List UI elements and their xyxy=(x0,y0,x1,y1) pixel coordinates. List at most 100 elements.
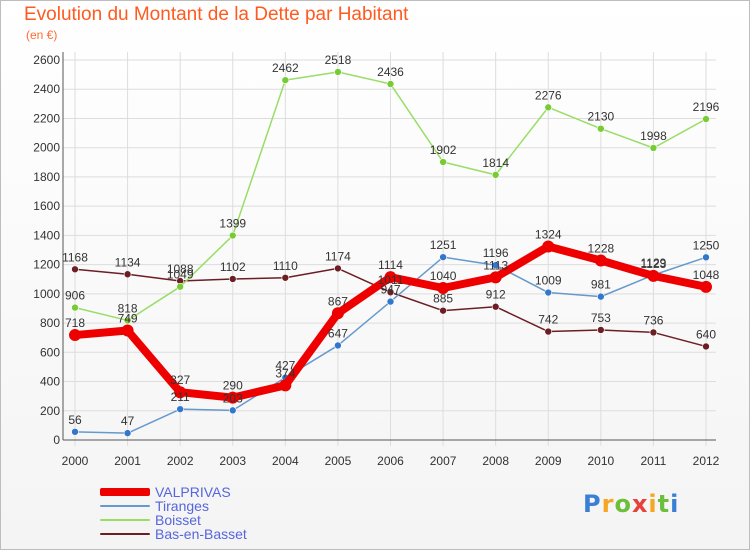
data-point xyxy=(386,80,395,88)
legend-label: VALPRIVAS xyxy=(155,484,231,500)
data-label: 749 xyxy=(118,312,138,326)
grid xyxy=(63,52,716,446)
data-point xyxy=(542,240,555,253)
y-tick-label: 200 xyxy=(40,404,60,418)
data-label: 647 xyxy=(328,326,348,340)
data-point xyxy=(281,273,290,282)
data-label: 211 xyxy=(171,390,190,404)
legend-swatch xyxy=(100,519,150,521)
data-point xyxy=(174,386,187,399)
logo-letter: x xyxy=(631,490,649,518)
data-labels: 1168 1134 1088 1102 1110 1174 1011 885 912 742 753… xyxy=(62,53,720,428)
data-point xyxy=(439,253,447,261)
logo-letter: i xyxy=(670,490,680,518)
data-point xyxy=(649,328,658,337)
y-tick-label: 2000 xyxy=(33,141,60,155)
data-label: 912 xyxy=(486,288,506,302)
data-label: 1998 xyxy=(640,129,667,143)
legend-label: Tiranges xyxy=(155,498,209,514)
data-point xyxy=(71,265,79,274)
data-label: 47 xyxy=(121,414,135,428)
data-point xyxy=(702,115,710,123)
data-label: 56 xyxy=(68,413,82,427)
data-point xyxy=(334,264,342,273)
data-point xyxy=(228,275,237,283)
data-label: 1113 xyxy=(483,258,508,272)
data-label: 947 xyxy=(380,283,400,297)
data-point xyxy=(386,297,395,306)
data-point xyxy=(176,405,184,413)
data-point xyxy=(491,171,500,179)
chart-title: Evolution du Montant de la Dette par Hab… xyxy=(24,4,409,25)
legend-swatch xyxy=(100,505,150,507)
data-point xyxy=(334,341,342,350)
data-label: 2276 xyxy=(535,88,562,102)
data-label: 1123 xyxy=(641,257,667,271)
data-point xyxy=(649,144,658,152)
data-point xyxy=(69,329,81,342)
data-point xyxy=(439,306,447,315)
y-tick-label: 1600 xyxy=(33,199,60,213)
data-point xyxy=(597,292,605,301)
y-tick-label: 1000 xyxy=(33,287,60,301)
x-tick-label: 2002 xyxy=(167,454,194,468)
logo-letter: r xyxy=(601,490,615,518)
data-point xyxy=(544,327,553,336)
x-tick-label: 2011 xyxy=(641,454,667,468)
data-label: 2130 xyxy=(587,110,614,124)
x-tick-label: 2010 xyxy=(587,454,614,468)
data-label: 736 xyxy=(643,313,663,327)
data-point xyxy=(544,103,553,112)
data-label: 1011 xyxy=(378,273,404,287)
data-label: 203 xyxy=(223,391,243,405)
y-tick-label: 0 xyxy=(53,433,60,447)
data-label: 718 xyxy=(65,316,85,330)
data-label: 1088 xyxy=(167,262,194,276)
data-point xyxy=(544,288,553,297)
data-point xyxy=(700,280,712,293)
data-point xyxy=(491,261,500,270)
legend-item: VALPRIVAS xyxy=(100,484,360,500)
data-label: 1251 xyxy=(430,238,457,252)
data-label: 906 xyxy=(65,289,85,303)
logo-letter: i xyxy=(648,490,658,518)
data-label: 1049 xyxy=(167,268,194,282)
legend-swatch xyxy=(100,488,150,496)
logo-letter: P xyxy=(583,490,602,518)
logo-letter: o xyxy=(614,490,632,518)
y-tick-label: 2600 xyxy=(33,53,60,67)
chart-subtitle: (en €) xyxy=(26,28,58,42)
data-point xyxy=(281,76,290,84)
data-point xyxy=(121,324,134,337)
data-label: 290 xyxy=(223,379,243,393)
data-point xyxy=(386,288,395,297)
y-tick-label: 1800 xyxy=(33,170,60,184)
x-tick-label: 2001 xyxy=(114,454,141,468)
y-tick-label: 800 xyxy=(40,316,60,330)
data-label: 1134 xyxy=(115,255,141,269)
series-layer xyxy=(69,68,712,437)
data-label: 374 xyxy=(275,366,295,380)
legend-swatch xyxy=(100,533,150,535)
data-label: 1040 xyxy=(430,269,457,283)
data-point xyxy=(439,158,447,166)
data-label: 1196 xyxy=(483,246,509,260)
legend: VALPRIVAS Tiranges Boisset Bas-en-Basset xyxy=(100,484,360,542)
data-point xyxy=(702,342,710,351)
logo-letter: t xyxy=(657,490,671,518)
data-label: 2462 xyxy=(272,61,299,75)
data-label: 2518 xyxy=(325,53,352,67)
data-point xyxy=(384,271,397,284)
y-tick-label: 2200 xyxy=(33,111,60,125)
data-label: 1129 xyxy=(641,256,667,270)
legend-item: Boisset xyxy=(100,512,360,528)
data-point xyxy=(123,316,132,325)
legend-item: Bas-en-Basset xyxy=(100,526,360,542)
data-label: 640 xyxy=(696,327,716,341)
x-tick-label: 2009 xyxy=(535,454,562,468)
data-point xyxy=(228,231,237,240)
data-label: 885 xyxy=(433,292,453,306)
data-point xyxy=(226,391,239,404)
y-tick-label: 400 xyxy=(40,375,60,389)
